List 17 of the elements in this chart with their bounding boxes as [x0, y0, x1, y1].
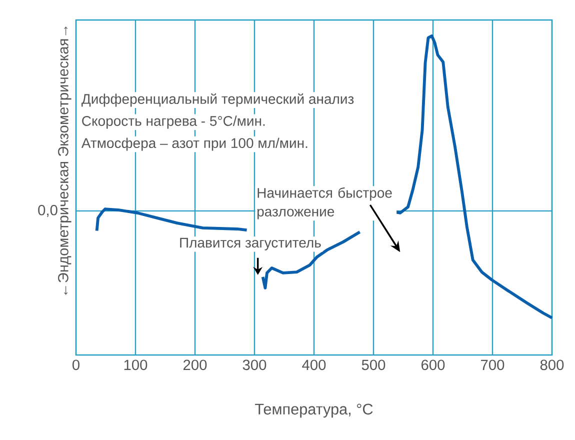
x-tick-label: 700 [481, 360, 504, 370]
x-tick-label: 200 [183, 360, 207, 370]
annotation: Плавится загуститель [180, 238, 321, 250]
x-tick-label: 0 [72, 360, 80, 370]
x-tick-label: 500 [362, 360, 386, 370]
ref-line-label: 0,0 [38, 204, 58, 218]
x-tick-label: 100 [124, 360, 148, 370]
annotation: Дифференциальный термический анализ [82, 93, 354, 107]
x-tick-label: 800 [540, 360, 564, 370]
x-tick-label: 600 [422, 360, 445, 370]
x-tick-label: 300 [242, 360, 266, 370]
annotation: Начинается быстрое разложение [257, 187, 392, 220]
x-tick-label: 400 [302, 360, 326, 370]
x-axis-title: Температура, °C [255, 404, 373, 418]
annotation: Атмосфера – азот при 100 мл/мин. [81, 138, 308, 151]
y-axis-title: ←Эндометрическая Экзометрическая→ [58, 26, 72, 295]
annotation: Скорость нагрева - 5°C/мин. [82, 116, 265, 129]
